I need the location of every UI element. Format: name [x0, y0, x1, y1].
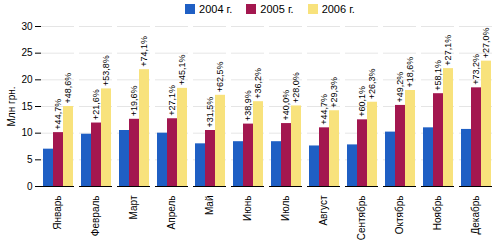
svg-text:20: 20 — [21, 74, 33, 85]
svg-text:+40,0%: +40,0% — [281, 90, 291, 121]
svg-text:Апрель: Апрель — [166, 196, 177, 230]
svg-text:+27,0%: +27,0% — [481, 27, 491, 58]
svg-text:+49,2%: +49,2% — [395, 72, 405, 103]
svg-text:+36,2%: +36,2% — [253, 68, 263, 99]
svg-text:5: 5 — [27, 154, 33, 165]
svg-text:Январь: Январь — [52, 196, 63, 230]
html-text:2004 г.: 2004 г. — [199, 3, 233, 15]
svg-text:Март: Март — [128, 195, 139, 219]
svg-text:+44,7%: +44,7% — [53, 99, 63, 130]
svg-text:Сентябрь: Сентябрь — [356, 196, 367, 240]
svg-text:+60,1%: +60,1% — [357, 86, 367, 117]
svg-text:+18,6%: +18,6% — [405, 57, 415, 88]
svg-text:+45,1%: +45,1% — [177, 55, 187, 86]
svg-text:+26,3%: +26,3% — [367, 68, 377, 99]
svg-text:+74,1%: +74,1% — [139, 36, 149, 67]
svg-text:+62,5%: +62,5% — [215, 62, 225, 93]
svg-text:Июнь: Июнь — [242, 196, 253, 221]
svg-text:Февраль: Февраль — [90, 196, 101, 237]
svg-text:Май: Май — [204, 196, 215, 216]
svg-text:30: 30 — [21, 21, 33, 32]
svg-text:Ноябрь: Ноябрь — [432, 196, 443, 231]
svg-text:Декабрь: Декабрь — [470, 196, 481, 235]
svg-text:15: 15 — [21, 101, 33, 112]
svg-text:+73,2%: +73,2% — [471, 54, 481, 85]
svg-text:+38,9%: +38,9% — [243, 90, 253, 121]
svg-text:+19,6%: +19,6% — [129, 86, 139, 117]
svg-text:Август: Август — [318, 195, 329, 226]
svg-text:+28,0%: +28,0% — [291, 72, 301, 103]
svg-text:+31,5%: +31,5% — [205, 97, 215, 128]
svg-text:25: 25 — [21, 47, 33, 58]
svg-text:10: 10 — [21, 127, 33, 138]
svg-text:+48,6%: +48,6% — [63, 73, 73, 104]
html-text:2006 г.: 2006 г. — [321, 3, 355, 15]
svg-text:+58,1%: +58,1% — [433, 60, 443, 91]
svg-text:+21,6%: +21,6% — [91, 89, 101, 120]
svg-text:+44,7%: +44,7% — [319, 94, 329, 125]
svg-text:+27,1%: +27,1% — [443, 35, 453, 66]
svg-text:Июль: Июль — [280, 196, 291, 222]
svg-text:Млн грн.: Млн грн. — [6, 87, 17, 127]
svg-text:0: 0 — [27, 181, 33, 192]
html-text:2005 г.: 2005 г. — [260, 3, 294, 15]
svg-text:+29,3%: +29,3% — [329, 77, 339, 108]
svg-text:Октябрь: Октябрь — [394, 196, 405, 235]
svg-text:+27,1%: +27,1% — [167, 85, 177, 116]
svg-text:+53,8%: +53,8% — [101, 55, 111, 86]
